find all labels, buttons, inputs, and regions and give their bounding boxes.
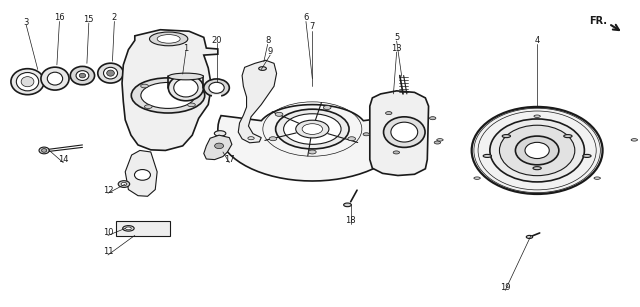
Text: 19: 19 <box>500 283 511 293</box>
Ellipse shape <box>344 203 351 207</box>
Ellipse shape <box>39 147 49 154</box>
Text: 12: 12 <box>103 186 113 195</box>
Text: 15: 15 <box>84 14 94 24</box>
Ellipse shape <box>391 122 418 142</box>
Ellipse shape <box>121 182 127 186</box>
Text: 13: 13 <box>391 44 402 52</box>
Ellipse shape <box>21 77 34 87</box>
Text: 20: 20 <box>211 36 222 45</box>
Text: 14: 14 <box>58 155 68 164</box>
Ellipse shape <box>434 141 440 144</box>
Ellipse shape <box>107 70 115 76</box>
Ellipse shape <box>275 112 283 116</box>
Ellipse shape <box>534 115 540 118</box>
Ellipse shape <box>145 105 152 108</box>
Ellipse shape <box>385 111 392 115</box>
Ellipse shape <box>302 124 323 134</box>
Polygon shape <box>204 135 232 160</box>
Ellipse shape <box>631 139 637 141</box>
Ellipse shape <box>393 151 399 154</box>
Ellipse shape <box>533 167 541 170</box>
Text: 4: 4 <box>534 36 540 45</box>
Ellipse shape <box>157 35 180 43</box>
Ellipse shape <box>214 131 226 136</box>
Ellipse shape <box>184 82 191 86</box>
Ellipse shape <box>429 117 436 120</box>
Ellipse shape <box>296 120 329 138</box>
Polygon shape <box>125 150 157 196</box>
Text: 1: 1 <box>183 44 189 52</box>
Ellipse shape <box>472 107 603 194</box>
Ellipse shape <box>259 67 266 70</box>
Text: 5: 5 <box>394 33 399 42</box>
Ellipse shape <box>11 69 44 95</box>
Ellipse shape <box>131 78 205 113</box>
Text: 9: 9 <box>268 47 273 56</box>
Ellipse shape <box>168 75 204 101</box>
Ellipse shape <box>104 67 118 79</box>
Ellipse shape <box>17 72 38 91</box>
Ellipse shape <box>276 109 349 149</box>
Ellipse shape <box>41 67 69 90</box>
Ellipse shape <box>284 114 341 144</box>
Ellipse shape <box>168 73 204 80</box>
Ellipse shape <box>125 227 131 230</box>
Text: 7: 7 <box>310 22 315 31</box>
Ellipse shape <box>70 66 95 85</box>
Polygon shape <box>370 91 429 176</box>
Ellipse shape <box>436 139 443 141</box>
Text: 6: 6 <box>303 13 308 22</box>
Ellipse shape <box>323 106 331 110</box>
Ellipse shape <box>79 73 86 78</box>
Polygon shape <box>122 30 218 150</box>
Ellipse shape <box>188 103 195 107</box>
Text: 11: 11 <box>103 247 113 256</box>
Text: FR.: FR. <box>589 16 607 25</box>
Ellipse shape <box>47 72 63 85</box>
Ellipse shape <box>141 83 195 108</box>
Ellipse shape <box>123 226 134 231</box>
Ellipse shape <box>483 154 492 157</box>
Ellipse shape <box>134 169 150 180</box>
Ellipse shape <box>76 71 89 80</box>
Ellipse shape <box>396 139 408 145</box>
Ellipse shape <box>348 137 356 141</box>
Ellipse shape <box>214 143 223 149</box>
Ellipse shape <box>502 134 511 138</box>
Ellipse shape <box>141 84 148 88</box>
Ellipse shape <box>594 177 600 179</box>
Text: 18: 18 <box>346 216 356 225</box>
Ellipse shape <box>515 136 559 165</box>
Text: 3: 3 <box>24 17 29 27</box>
Polygon shape <box>218 105 407 181</box>
Ellipse shape <box>474 177 480 179</box>
Ellipse shape <box>499 125 575 176</box>
Ellipse shape <box>526 235 532 239</box>
Polygon shape <box>238 60 276 143</box>
Ellipse shape <box>363 133 369 136</box>
Ellipse shape <box>269 137 277 141</box>
Ellipse shape <box>564 134 572 138</box>
Ellipse shape <box>583 154 591 157</box>
Text: 8: 8 <box>265 36 270 45</box>
Ellipse shape <box>150 32 188 46</box>
Ellipse shape <box>173 79 198 97</box>
Polygon shape <box>116 221 170 236</box>
Ellipse shape <box>209 82 224 93</box>
Text: 16: 16 <box>54 13 65 22</box>
Ellipse shape <box>118 181 130 187</box>
Text: 2: 2 <box>112 13 117 22</box>
Ellipse shape <box>525 142 549 158</box>
Ellipse shape <box>383 117 425 147</box>
Ellipse shape <box>248 137 254 140</box>
Text: 17: 17 <box>224 155 235 164</box>
Ellipse shape <box>308 150 316 154</box>
Ellipse shape <box>42 149 47 152</box>
Ellipse shape <box>204 79 229 97</box>
Ellipse shape <box>490 119 584 182</box>
Text: 10: 10 <box>103 228 113 237</box>
Ellipse shape <box>98 63 124 83</box>
